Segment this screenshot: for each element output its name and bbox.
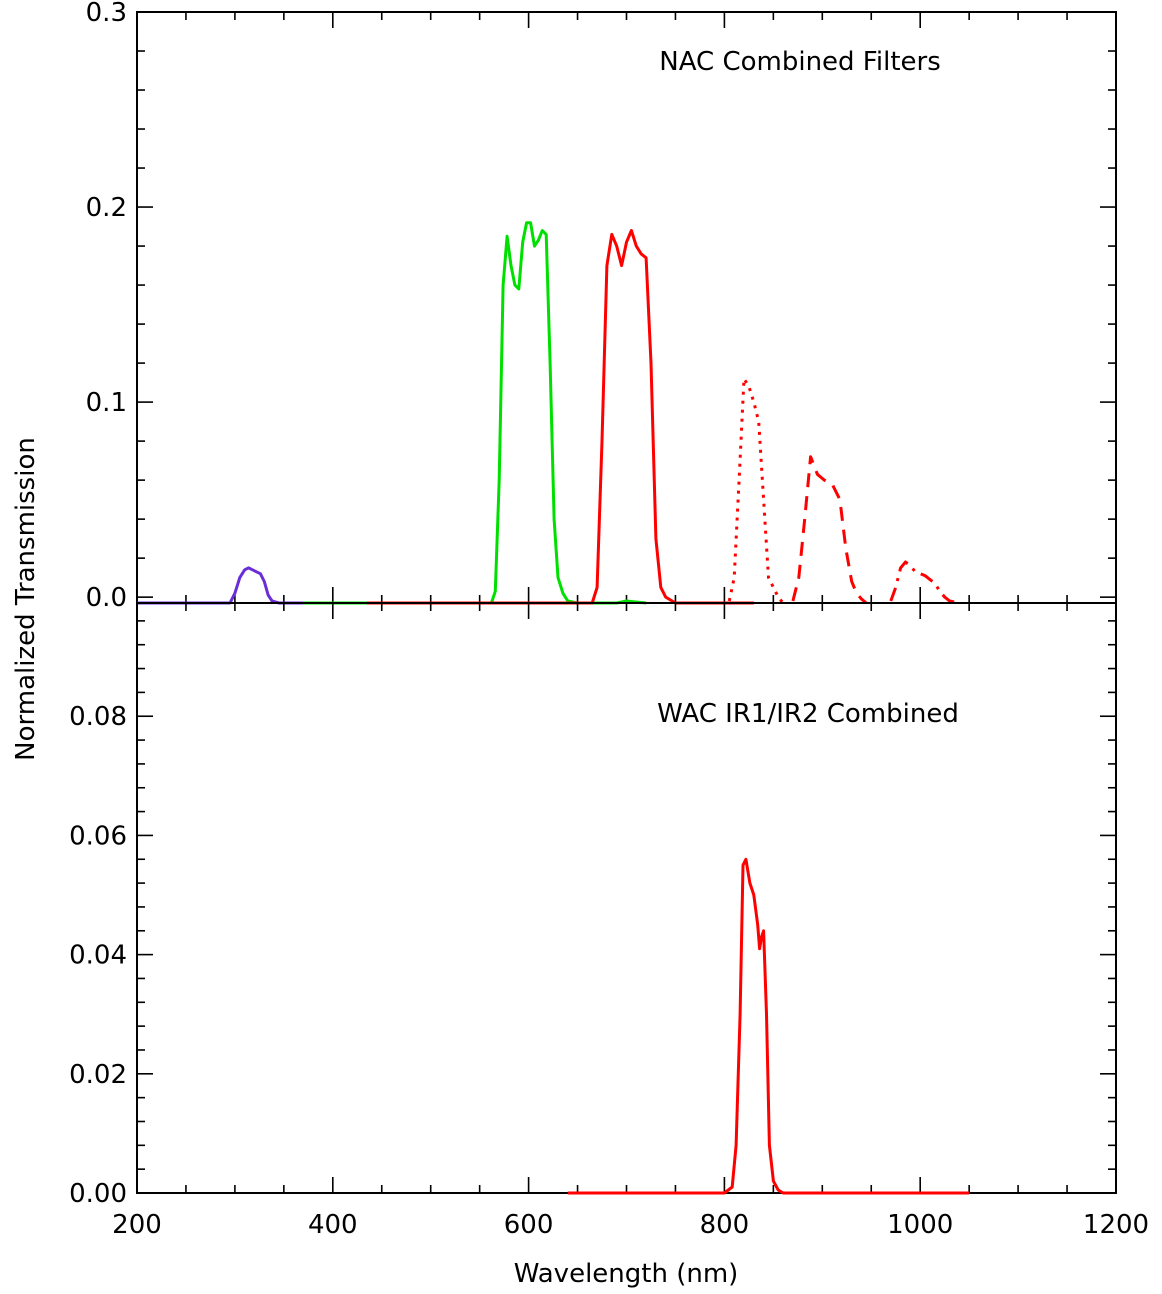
series-line [367, 231, 754, 604]
plot-frame [137, 12, 1116, 603]
y-tick-label: 0.1 [86, 388, 127, 418]
y-tick-label: 0.02 [69, 1060, 127, 1090]
series-line [729, 379, 783, 603]
panel-annotation: WAC IR1/IR2 Combined [657, 699, 959, 729]
nac-panel: 0.0 0.1 0.2 0.3 NAC Combined Filters [86, 0, 1116, 613]
y-tick-label: 0.06 [69, 821, 127, 851]
y-tick-label: 0.3 [86, 0, 127, 28]
y-tick-label: 0.08 [69, 702, 127, 732]
x-tick-label: 1000 [887, 1210, 953, 1240]
y-axis-title: Normalized Transmission [11, 437, 41, 761]
x-tick-label: 200 [112, 1210, 162, 1240]
x-tick-label: 400 [308, 1210, 358, 1240]
series-line [568, 859, 969, 1193]
x-tick-label: 1200 [1083, 1210, 1149, 1240]
y-tick-label: 0.0 [86, 583, 127, 613]
y-tick-label: 0.04 [69, 941, 127, 971]
series-line [793, 457, 867, 603]
x-axis-title: Wavelength (nm) [514, 1259, 739, 1289]
panel-annotation: NAC Combined Filters [659, 47, 941, 77]
series-line [137, 568, 303, 603]
wac-panel: 200 400 600 800 1000 1200 0.00 0.02 0.04 0.06 0.08… [69, 603, 1149, 1240]
x-tick-label: 800 [700, 1210, 750, 1240]
series-line [303, 223, 646, 603]
series-line [891, 562, 960, 603]
x-tick-label: 600 [504, 1210, 554, 1240]
y-tick-label: 0.00 [69, 1179, 127, 1209]
y-tick-label: 0.2 [86, 193, 127, 223]
plot-frame [137, 603, 1116, 1193]
